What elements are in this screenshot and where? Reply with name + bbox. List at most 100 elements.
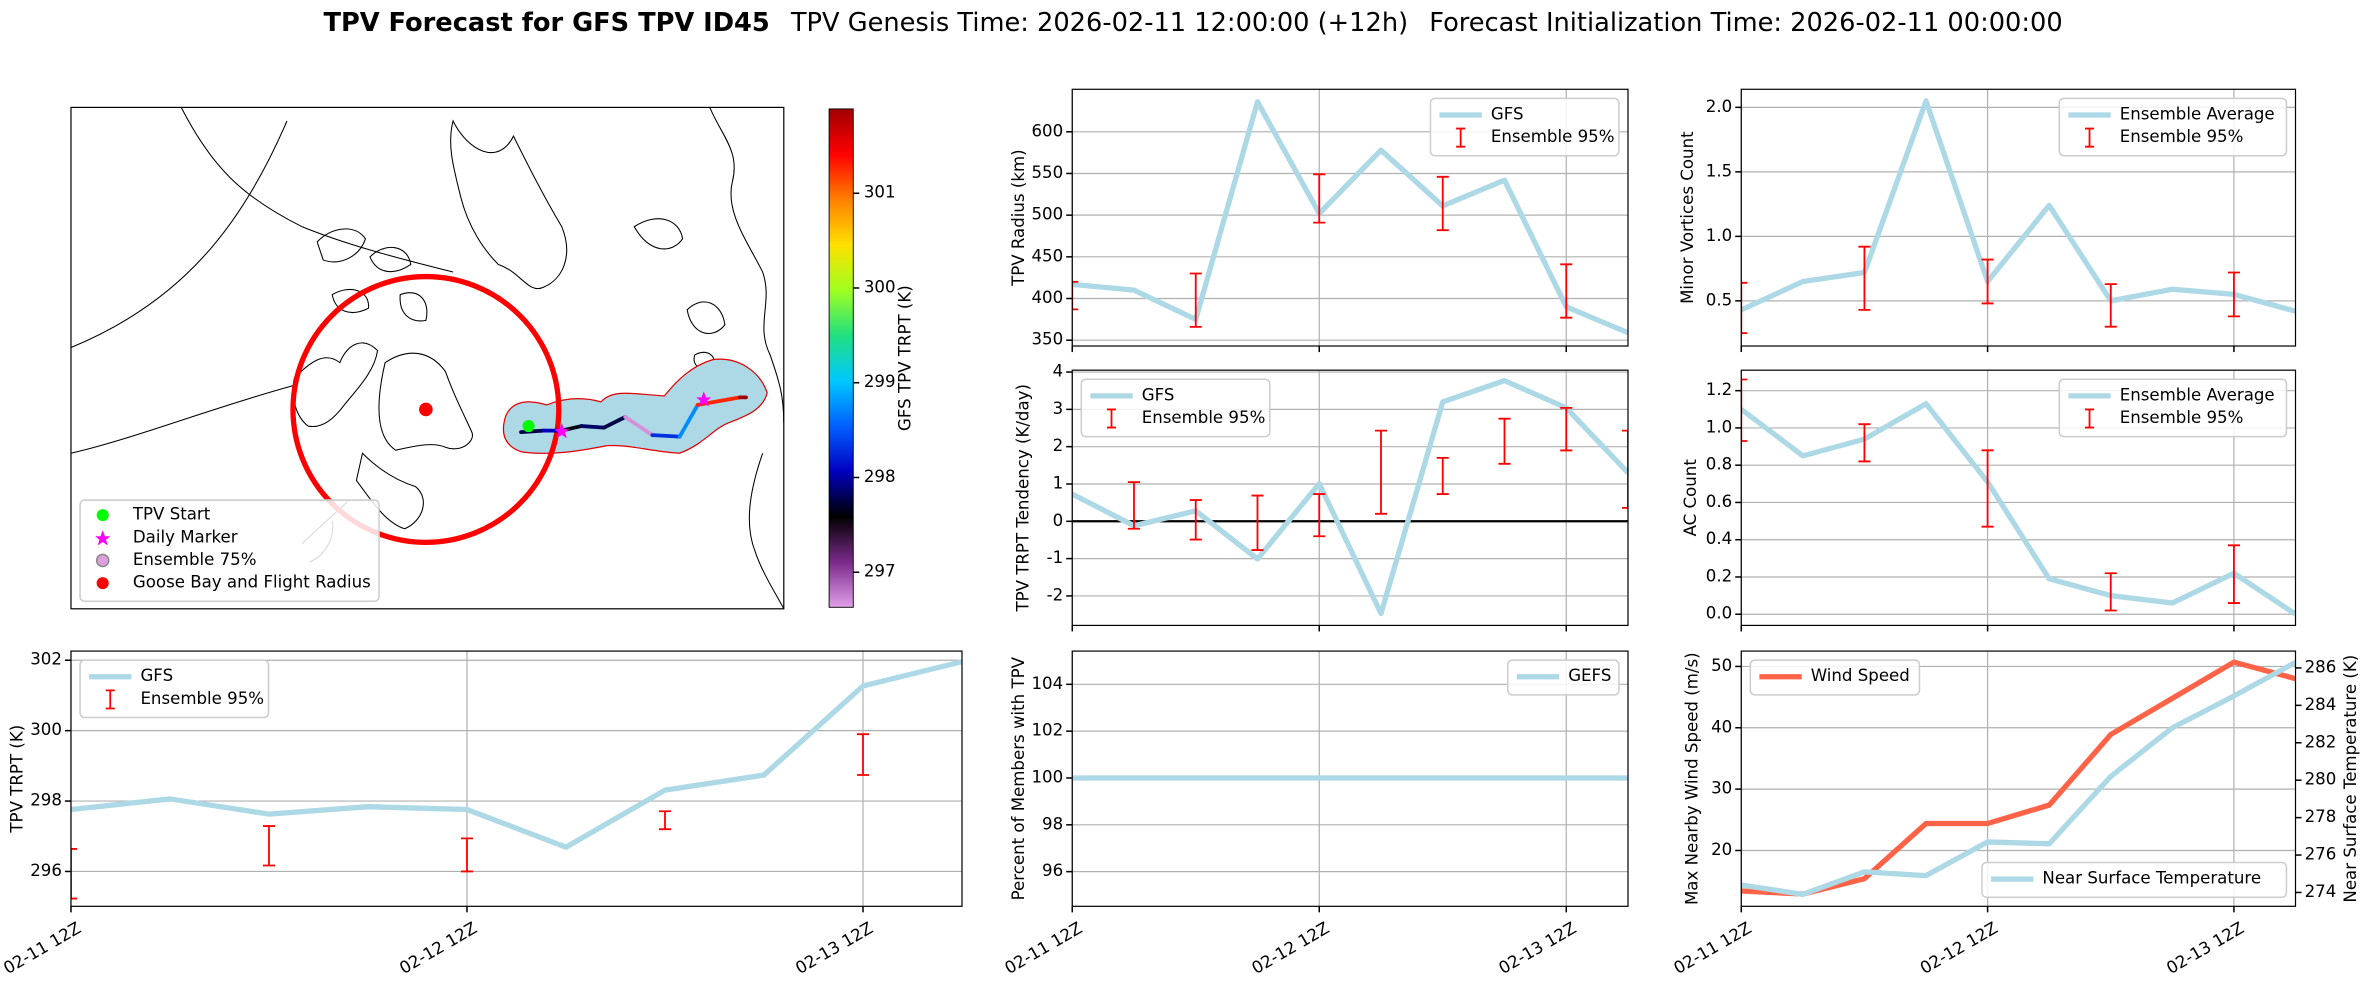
colorbar-tick-label: 300 (864, 277, 896, 296)
legend-key (2084, 408, 2095, 429)
y-tick-label: 0.5 (1706, 290, 1732, 309)
greenland (450, 119, 568, 290)
daily-marker (554, 423, 570, 439)
y-tick-label: 0.8 (1706, 455, 1732, 474)
y-tick-label: 0.4 (1706, 529, 1732, 548)
legend-label: Ensemble 95% (1142, 408, 1266, 427)
error-bar (1981, 449, 1994, 528)
legend-key (1106, 408, 1117, 429)
legend-label: Ensemble 75% (133, 550, 257, 569)
error-bar (2227, 271, 2240, 318)
legend-label: GFS (1142, 385, 1175, 404)
y-axis-label: TPV TRPT (K) (8, 725, 27, 834)
y-axis-label: AC Count (1681, 459, 1700, 537)
archipelago (316, 228, 428, 322)
daily-marker (696, 391, 712, 407)
y2-tick-label: 278 (2305, 807, 2337, 826)
series-line (1741, 98, 2296, 314)
track-segment (623, 415, 655, 438)
y-axis-label: TPV Radius (km) (1009, 149, 1028, 287)
panel-frame (1740, 88, 2297, 347)
legend-marker (95, 553, 110, 568)
y-tick-label: 4 (1053, 362, 1064, 381)
panel: -2 -1 0 1 2 3 4 TPV TRPT Tendency (K/day) GFS Ens… (1013, 362, 1629, 632)
x-tick-label: 02-13 12Z (792, 918, 876, 977)
panel: 02-11 12Z 02-12 12Z 02-13 12Z 20 30 40 50 274 27… (1671, 650, 2360, 978)
legend-label: Ensemble 95% (140, 689, 264, 708)
y-tick-label: 3 (1053, 399, 1064, 418)
legend-marker (96, 509, 109, 522)
panel: 0.5 1.0 1.5 2.0 Minor Vortices Count Ensemble… (1678, 88, 2297, 353)
goose-bay (419, 402, 433, 417)
legend-label: Daily Marker (133, 527, 238, 546)
map-legend (79, 499, 380, 602)
border (70, 120, 288, 349)
x-tick-label: 02-12 12Z (396, 918, 480, 977)
y-tick-label: 2.0 (1706, 97, 1732, 116)
error-bar (1189, 272, 1202, 328)
error-bar (1741, 378, 1748, 442)
y-tick-label: 2 (1053, 436, 1064, 455)
legend-box (1981, 861, 2288, 898)
y2-tick-label: 286 (2305, 657, 2337, 676)
x-tick-label: 02-12 12Z (1249, 918, 1333, 977)
series-line (70, 659, 962, 850)
y-tick-label: 450 (1031, 246, 1063, 265)
legend-box (2058, 97, 2288, 157)
legend-box (1507, 659, 1620, 696)
y-tick-label: 1.5 (1706, 161, 1732, 180)
title-main: TPV Forecast for GFS TPV ID45 (323, 7, 769, 37)
legend-label: Near Surface Temperature (2042, 869, 2261, 888)
y-tick-label: 296 (30, 861, 62, 880)
error-bar (1560, 406, 1573, 452)
y-tick-label: 1.2 (1706, 380, 1732, 399)
track (519, 395, 748, 439)
error-bar (1981, 258, 1994, 305)
y-tick-label: 50 (1711, 656, 1732, 675)
colorbar-tick-label: 298 (864, 467, 896, 486)
border (180, 107, 454, 273)
legend-label: TPV Start (132, 505, 211, 524)
error-bar (2104, 572, 2117, 612)
y-tick-label: 96 (1042, 861, 1063, 880)
y-tick-label: 104 (1031, 674, 1063, 693)
colorbar (828, 108, 854, 608)
series-line (1741, 659, 2296, 897)
plot-area (1072, 377, 1628, 617)
series-line (1741, 659, 2296, 897)
y-tick-label: 0.2 (1706, 566, 1732, 585)
error-bar (1858, 245, 1871, 311)
track-segment (677, 403, 700, 439)
series-line (1741, 401, 2296, 617)
plot-area (1072, 99, 1628, 336)
error-bar (1374, 429, 1388, 515)
y2-axis-label: Near Surface Temperature (K) (2341, 655, 2360, 903)
error-bar (70, 848, 78, 900)
y2-tick-label: 280 (2305, 770, 2337, 789)
y-axis-label: TPV TRPT Tendency (K/day) (1013, 384, 1032, 613)
y-tick-label: 302 (30, 650, 62, 669)
border (70, 384, 295, 454)
track-segment (602, 415, 628, 430)
y2-tick-label: 276 (2305, 845, 2337, 864)
legend-label: Ensemble 95% (2120, 408, 2244, 427)
panel-frame (1740, 369, 2297, 627)
x-tick-label: 02-13 12Z (2163, 918, 2247, 977)
panel-frame (1071, 369, 1629, 627)
error-bar (658, 810, 672, 831)
y-tick-label: 98 (1042, 814, 1063, 833)
error-bar (1741, 281, 1748, 335)
legend-label: GFS (1491, 104, 1524, 123)
y-tick-label: 0.0 (1706, 604, 1732, 623)
y-axis-label: Minor Vortices Count (1678, 131, 1697, 304)
legend-label: Ensemble Average (2120, 385, 2275, 404)
error-bar (262, 825, 276, 867)
panel-frame (1740, 650, 2297, 907)
panel: 02-11 12Z 02-12 12Z 02-13 12Z 296 298 300 302 T… (0, 650, 963, 978)
legend-key (105, 689, 115, 710)
panel-frame (70, 650, 963, 907)
plot-area (1741, 98, 2296, 335)
track-segment (579, 424, 606, 430)
y-tick-label: 1.0 (1706, 417, 1732, 436)
